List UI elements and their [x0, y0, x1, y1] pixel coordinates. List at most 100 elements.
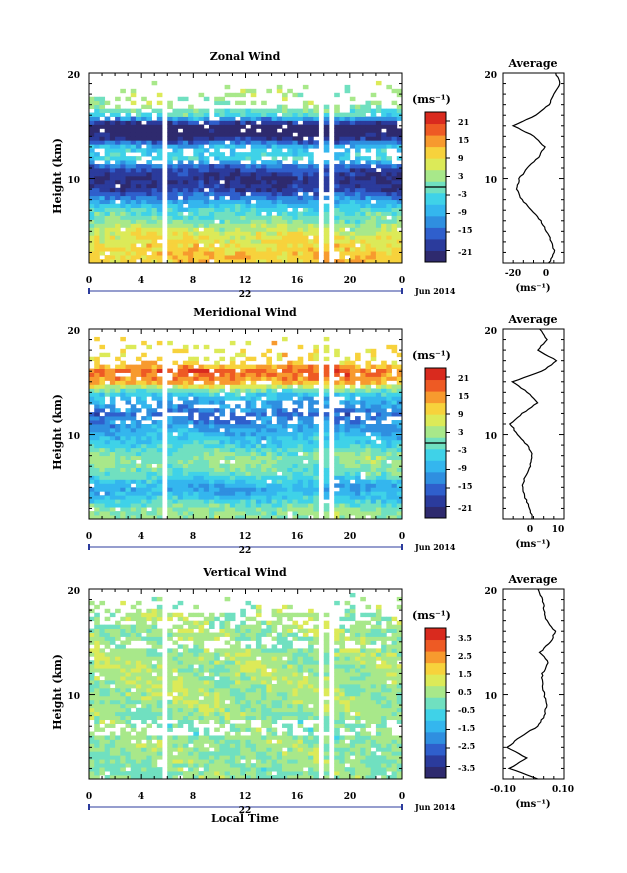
heatmap-cell [151, 124, 158, 129]
heatmap-cell [292, 507, 299, 512]
heatmap-cell [245, 491, 252, 496]
heatmap-cell [292, 152, 299, 157]
heatmap-cell [266, 431, 272, 437]
heatmap-cell [261, 435, 267, 441]
heatmap-cell [271, 168, 278, 173]
heatmap-cell [381, 144, 387, 149]
heatmap-cell [219, 380, 226, 385]
heatmap-cell [135, 743, 142, 748]
heatmap-cell [276, 164, 283, 169]
heatmap-cell [386, 396, 392, 401]
heatmap-cell [276, 459, 283, 464]
heatmap-cell [381, 467, 387, 472]
heatmap-cell [214, 203, 220, 208]
heatmap-cell [282, 187, 288, 193]
heatmap-cell [135, 211, 142, 216]
heatmap-cell [156, 459, 163, 464]
heatmap-cell [276, 207, 283, 212]
heatmap-cell [182, 384, 189, 389]
heatmap-cell [109, 183, 116, 189]
heatmap-cell [240, 380, 246, 385]
heatmap-cell [125, 656, 132, 661]
heatmap-cell [375, 231, 382, 236]
heatmap-cell [89, 412, 95, 417]
heatmap-cell [375, 507, 382, 512]
heatmap-cell [245, 112, 252, 117]
heatmap-cell [250, 392, 257, 397]
heatmap-cell [349, 168, 356, 173]
heatmap-cell [115, 164, 121, 169]
heatmap-cell [292, 471, 299, 476]
heatmap-cell [130, 495, 137, 500]
heatmap-cell [141, 140, 147, 145]
heatmap-cell [271, 459, 278, 464]
heatmap-cell [360, 219, 366, 224]
heatmap-cell [219, 227, 226, 232]
heatmap-cell [271, 435, 278, 441]
heatmap-cell [208, 507, 215, 512]
heatmap-cell [282, 183, 288, 189]
heatmap-cell [255, 251, 262, 256]
heatmap-cell [255, 124, 262, 129]
heatmap-cell [135, 235, 142, 240]
heatmap-cell [120, 348, 126, 354]
heatmap-cell [313, 443, 319, 449]
heatmap-cell [396, 396, 403, 401]
heatmap-cell [203, 247, 210, 252]
heatmap-cell [282, 368, 288, 373]
heatmap-cell [208, 427, 215, 433]
heatmap-cell [135, 447, 142, 453]
heatmap-cell [135, 731, 142, 736]
heatmap-cell [245, 223, 252, 228]
heatmap-cell [203, 420, 210, 425]
heatmap-cell [156, 479, 163, 484]
heatmap-cell [182, 120, 189, 125]
heatmap-cell [271, 219, 278, 224]
heatmap-cell [313, 356, 319, 362]
heatmap-cell [308, 219, 314, 224]
heatmap-cell [224, 100, 231, 106]
heatmap-cell [219, 120, 226, 125]
heatmap-cell [188, 219, 194, 224]
heatmap-cell [156, 207, 163, 212]
heatmap-cell [292, 148, 299, 153]
heatmap-cell [182, 463, 189, 468]
heatmap-cell [104, 495, 111, 500]
heatmap-cell [365, 412, 372, 417]
heatmap-cell [188, 483, 194, 488]
heatmap-cell [391, 136, 398, 141]
heatmap-cell [344, 211, 351, 216]
heatmap-cell [360, 483, 366, 488]
heatmap-cell [276, 148, 283, 153]
heatmap-cell [94, 479, 100, 484]
heatmap-cell [208, 424, 215, 429]
heatmap-cell [182, 427, 189, 433]
heatmap-cell [271, 136, 278, 141]
heatmap-cell [396, 364, 403, 369]
heatmap-cell [292, 360, 299, 366]
heatmap-cell [130, 404, 137, 409]
heatmap-cell [391, 396, 398, 401]
heatmap-cell [146, 515, 152, 520]
heatmap-cell [89, 160, 95, 165]
heatmap-cell [156, 175, 163, 181]
heatmap-cell [261, 203, 267, 208]
heatmap-cell [146, 219, 152, 224]
heatmap-cell [276, 431, 283, 437]
heatmap-cell [89, 443, 95, 449]
heatmap-cell [313, 255, 319, 260]
heatmap-cell [94, 112, 100, 117]
heatmap-cell [313, 447, 319, 453]
heatmap-cell [235, 136, 241, 141]
heatmap-cell [355, 376, 361, 381]
heatmap-cell [360, 124, 366, 129]
heatmap-cell [302, 100, 309, 106]
heatmap-cell [109, 515, 116, 520]
heatmap-cell [365, 372, 372, 377]
heatmap-cell [104, 160, 111, 165]
colorbar-tick: -3 [458, 445, 467, 455]
heatmap-cell [323, 160, 330, 165]
heatmap-cell [282, 132, 288, 137]
heatmap-cell [313, 471, 319, 476]
heatmap-cell [99, 687, 106, 693]
